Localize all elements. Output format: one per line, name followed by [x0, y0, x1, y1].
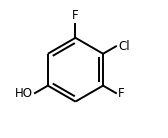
Text: F: F [72, 9, 79, 22]
Text: Cl: Cl [118, 40, 130, 53]
Text: HO: HO [15, 87, 33, 100]
Text: F: F [118, 87, 125, 100]
